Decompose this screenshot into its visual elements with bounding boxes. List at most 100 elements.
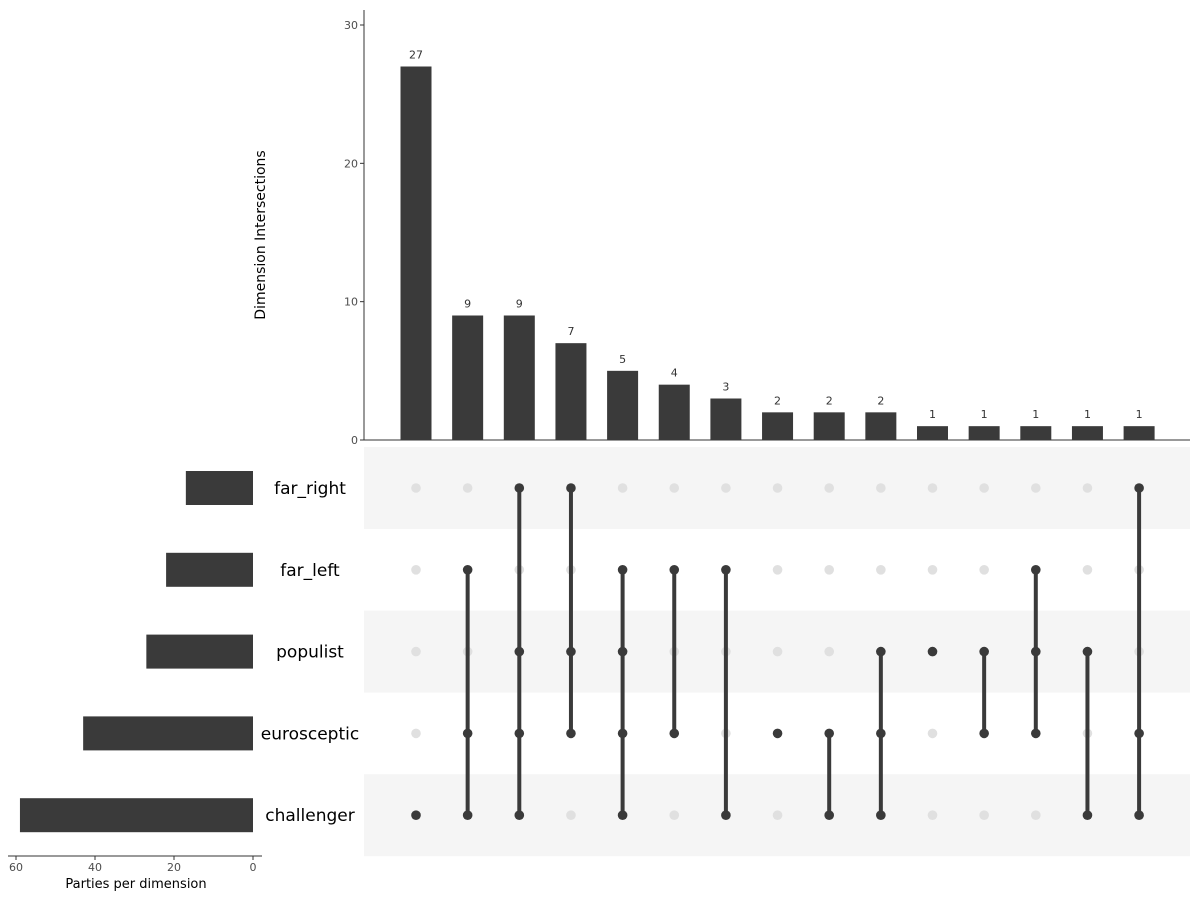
intersection-bar-label-3: 9 — [516, 298, 523, 311]
matrix-dot-inactive — [1082, 565, 1093, 575]
matrix-dot-inactive — [462, 483, 473, 493]
intersection-bar-9 — [813, 412, 845, 440]
matrix-dot-inactive — [927, 483, 938, 493]
intersection-bar-label-5: 5 — [619, 353, 626, 366]
matrix-dot-active — [617, 810, 628, 820]
matrix-dot-active — [411, 810, 421, 820]
matrix-dot-active — [514, 646, 525, 657]
intersection-bar-11 — [917, 426, 948, 440]
matrix-dot-inactive — [669, 483, 680, 493]
intersection-bar-2 — [452, 315, 484, 440]
matrix-dot-active — [617, 728, 628, 739]
intersection-bar-6 — [658, 384, 690, 440]
set-label-far_right: far_right — [274, 479, 346, 499]
intersection-axis: 0 10 20 30 — [344, 10, 1190, 447]
set-label-challenger: challenger — [265, 806, 354, 826]
matrix-dot-active — [1134, 483, 1144, 493]
y-tick-label-10: 10 — [344, 296, 358, 309]
matrix-dot-active — [566, 483, 576, 493]
matrix-dot-active — [1082, 646, 1093, 657]
set-size-bar-challenger — [19, 798, 254, 833]
matrix-dot-active — [1082, 810, 1093, 820]
matrix-dot-active — [1031, 646, 1041, 657]
matrix-dot-inactive — [411, 728, 421, 739]
matrix-dot-active — [876, 810, 886, 820]
set-axis-tick-label-40: 40 — [88, 861, 102, 874]
matrix-dot-inactive — [411, 483, 421, 493]
matrix-dot-active — [462, 810, 473, 820]
intersection-bar-label-11: 1 — [929, 408, 936, 421]
matrix-dot-inactive — [617, 483, 628, 493]
intersection-bar-label-15: 1 — [1136, 408, 1143, 421]
matrix-dot-inactive — [927, 810, 938, 820]
set-axis-tick-label-0: 0 — [250, 861, 257, 874]
set-label-eurosceptic: eurosceptic — [261, 724, 359, 744]
matrix-dot-active — [514, 810, 525, 820]
matrix-dot-inactive — [824, 646, 834, 657]
intersection-bar-5 — [607, 370, 639, 440]
set-size-bar-populist — [146, 634, 253, 669]
intersection-bar-15 — [1123, 426, 1155, 440]
matrix-dot-inactive — [411, 565, 421, 575]
matrix-dot-active — [514, 728, 525, 739]
intersection-bar-label-4: 7 — [567, 325, 574, 338]
matrix-dot-active — [566, 646, 576, 657]
intersection-bar-label-2: 9 — [464, 298, 471, 311]
intersection-bar-label-12: 1 — [981, 408, 988, 421]
matrix-dot-inactive — [772, 810, 783, 820]
matrix-dot-inactive — [979, 810, 989, 820]
matrix-dot-inactive — [876, 565, 886, 575]
set-size-axis-title: Parties per dimension — [65, 877, 206, 892]
intersection-bar-label-1: 27 — [409, 49, 423, 62]
matrix-dot-active — [1031, 565, 1041, 575]
matrix-dot-inactive — [1082, 483, 1093, 493]
y-tick-label-0: 0 — [351, 434, 358, 447]
matrix-dot-active — [927, 646, 938, 657]
matrix-dot-active — [617, 565, 628, 575]
membership-matrix — [411, 483, 1144, 820]
set-label-populist: populist — [276, 643, 344, 663]
matrix-dot-active — [669, 565, 680, 575]
matrix-dot-inactive — [411, 646, 421, 657]
set-size-bars — [19, 471, 254, 833]
matrix-dot-inactive — [721, 483, 731, 493]
matrix-dot-active — [876, 728, 886, 739]
matrix-dot-inactive — [824, 483, 834, 493]
set-size-bar-eurosceptic — [83, 716, 254, 751]
intersection-bar-label-13: 1 — [1032, 408, 1039, 421]
intersection-bar-10 — [865, 412, 897, 440]
intersection-bar-7 — [710, 398, 742, 440]
matrix-dot-inactive — [824, 565, 834, 575]
matrix-dot-inactive — [927, 728, 938, 739]
matrix-dot-active — [462, 565, 473, 575]
matrix-dot-inactive — [669, 810, 680, 820]
matrix-dot-active — [514, 483, 525, 493]
matrix-dot-active — [824, 810, 834, 820]
matrix-dot-active — [772, 728, 783, 739]
intersection-bar-12 — [968, 426, 1000, 440]
intersection-bars: 27 9 9 7 5 4 3 2 2 2 1 1 1 1 1 — [400, 49, 1155, 440]
matrix-dot-active — [566, 728, 576, 739]
intersection-bar-3 — [503, 315, 535, 440]
matrix-dot-active — [721, 565, 731, 575]
set-size-bar-far_left — [166, 552, 253, 587]
intersection-bar-label-7: 3 — [722, 381, 729, 394]
intersection-bar-8 — [762, 412, 794, 440]
matrix-dot-active — [462, 728, 473, 739]
matrix-dot-active — [979, 728, 989, 739]
set-size-bar-far_right — [185, 471, 253, 505]
matrix-dot-active — [1134, 810, 1144, 820]
set-size-axis: 60 40 20 0 — [8, 855, 262, 874]
matrix-dot-inactive — [1031, 810, 1041, 820]
intersection-bar-13 — [1020, 426, 1052, 440]
matrix-dot-inactive — [772, 565, 783, 575]
set-labels: far_right far_left populist eurosceptic chal… — [261, 479, 359, 826]
intersection-bar-4 — [555, 343, 587, 440]
matrix-dot-inactive — [876, 483, 886, 493]
matrix-dot-inactive — [566, 810, 576, 820]
matrix-dot-active — [1031, 728, 1041, 739]
matrix-dot-inactive — [772, 646, 783, 657]
matrix-dot-inactive — [979, 565, 989, 575]
matrix-dot-inactive — [927, 565, 938, 575]
